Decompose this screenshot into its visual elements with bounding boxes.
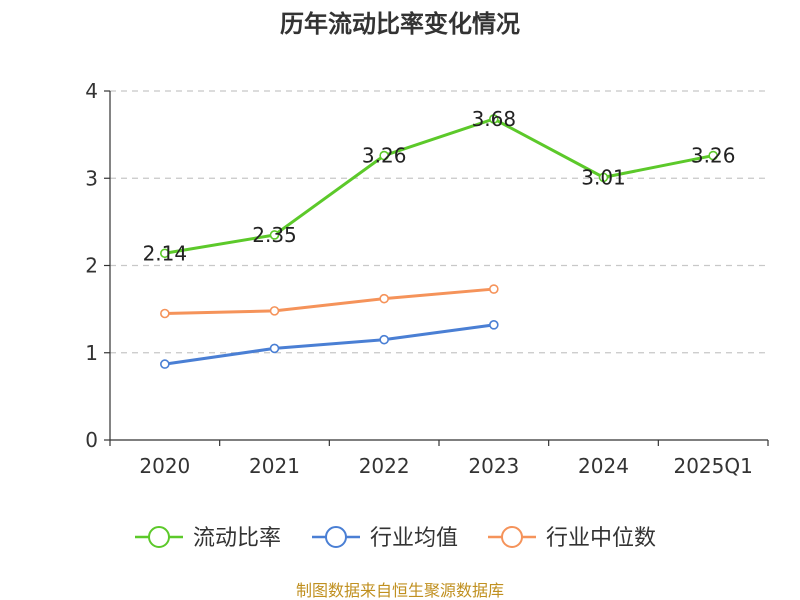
- data-point: [489, 114, 499, 124]
- x-tick-label: 2023: [468, 454, 519, 478]
- x-tick-label: 2021: [249, 454, 300, 478]
- data-point: [598, 172, 609, 183]
- data-label: 3.26: [691, 144, 736, 168]
- y-tick-label: 4: [85, 79, 98, 103]
- data-point: [269, 343, 280, 354]
- data-label: 2.14: [143, 241, 188, 265]
- data-point: [160, 359, 170, 369]
- y-tick-label: 1: [85, 341, 98, 365]
- series-line-0: [164, 117, 714, 255]
- data-point: [708, 150, 718, 161]
- y-tick-label: 3: [85, 166, 98, 190]
- data-label: 3.68: [472, 107, 517, 131]
- legend-marker-icon: [325, 526, 347, 548]
- legend[interactable]: 流动比率 行业均值 行业中位数: [135, 526, 656, 551]
- x-tick-label: 2024: [578, 454, 629, 478]
- data-point: [379, 150, 389, 161]
- legend-label: 流动比率: [193, 526, 281, 551]
- y-tick-label: 2: [85, 254, 98, 278]
- data-label: 2.35: [252, 223, 297, 247]
- data-point: [160, 308, 170, 319]
- data-point: [269, 306, 280, 316]
- data-point: [269, 230, 280, 240]
- axes: 0 1 2 3 4 2020 2021 2022 2023 2024 2025Q1: [85, 79, 769, 478]
- series-line-2: [164, 287, 494, 315]
- source-note: 制图数据来自恒生聚源数据库: [296, 581, 504, 600]
- data-point: [489, 320, 499, 330]
- legend-label: 行业中位数: [546, 526, 656, 551]
- series-group: 2.14 2.35 3.26 3.68 3.01 3.26: [143, 107, 736, 369]
- legend-item-2[interactable]: 行业中位数: [488, 526, 656, 551]
- data-label: 3.01: [581, 165, 626, 189]
- legend-marker-icon: [501, 526, 523, 548]
- x-tick-label: 2020: [139, 454, 190, 478]
- x-tick-label: 2025Q1: [673, 454, 752, 478]
- data-point: [489, 284, 499, 294]
- data-point: [379, 334, 389, 345]
- chart-title: 历年流动比率变化情况: [280, 10, 520, 38]
- x-tick-label: 2022: [359, 454, 410, 478]
- data-point: [379, 293, 389, 304]
- data-label: 3.26: [362, 144, 407, 168]
- y-tick-label: 0: [85, 428, 98, 452]
- legend-label: 行业均值: [370, 526, 458, 551]
- legend-item-1[interactable]: 行业均值: [312, 526, 458, 551]
- legend-item-0[interactable]: 流动比率: [135, 526, 281, 551]
- data-point: [160, 248, 170, 259]
- series-line-1: [164, 323, 495, 366]
- legend-marker-icon: [148, 526, 170, 548]
